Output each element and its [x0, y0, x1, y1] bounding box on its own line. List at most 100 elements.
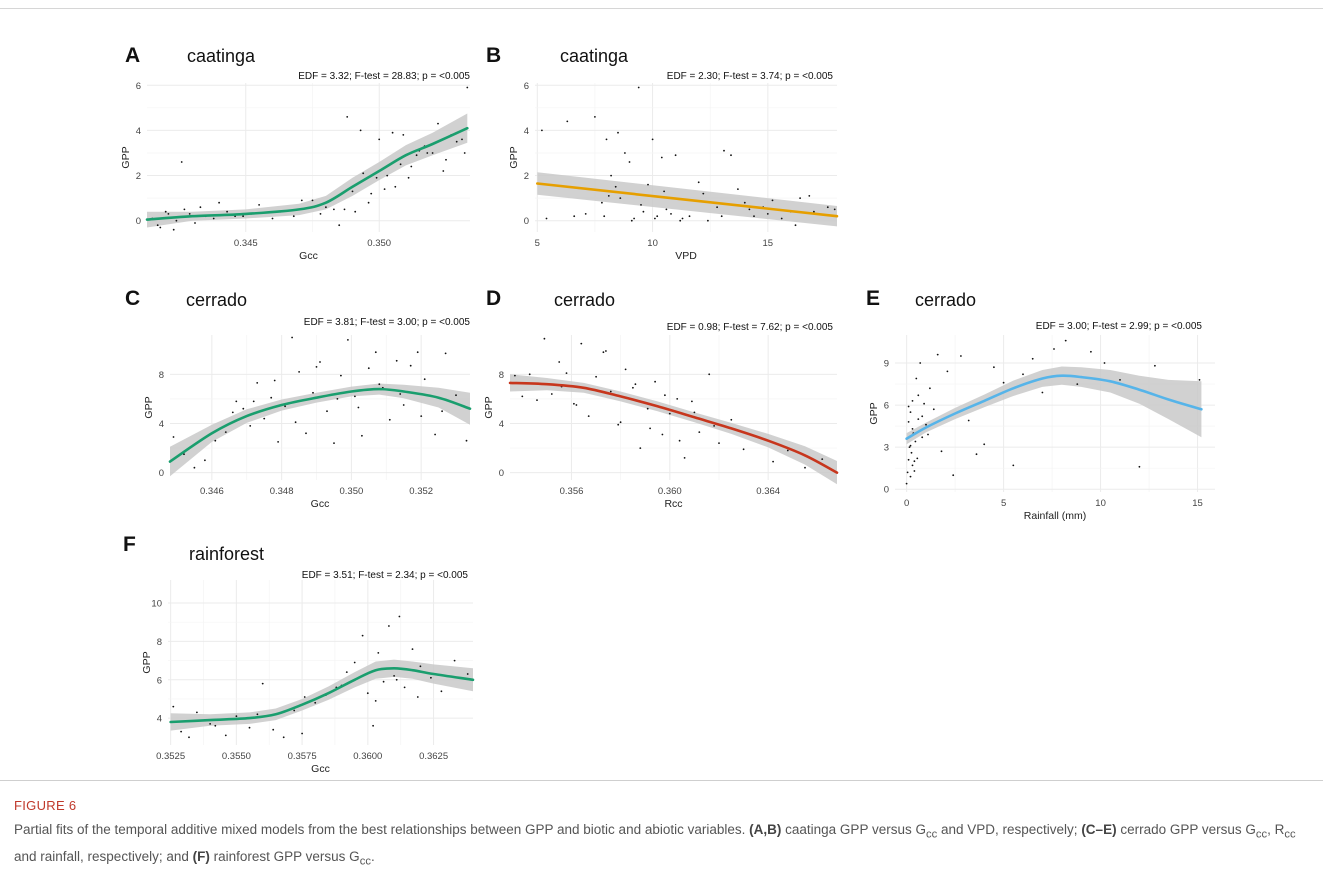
data-point [607, 195, 610, 197]
caption-part: cerrado GPP versus [1116, 822, 1246, 837]
y-tick-label: 6 [524, 81, 529, 92]
y-tick-label: 0 [884, 485, 889, 496]
data-point [326, 410, 328, 413]
data-point [455, 394, 457, 397]
x-tick-label: 0.350 [367, 238, 391, 249]
y-axis-label: GPP [120, 146, 132, 168]
data-point [1090, 350, 1092, 353]
data-point [632, 386, 634, 389]
data-point [426, 152, 429, 154]
site-title: rainforest [189, 544, 264, 564]
data-point [713, 425, 715, 427]
data-point [209, 723, 212, 725]
caption-ref: (A,B) [749, 822, 782, 837]
data-point [630, 219, 633, 222]
data-point [366, 692, 369, 695]
caption-part: and rainfall, respectively; and [14, 848, 193, 864]
data-point [359, 129, 362, 132]
data-point [914, 440, 917, 443]
data-point [660, 156, 663, 159]
data-point [353, 661, 356, 664]
y-tick-label: 6 [136, 81, 141, 92]
fit-line [508, 381, 839, 474]
data-point [654, 217, 656, 220]
x-tick-label: 0.352 [409, 486, 433, 497]
x-axis-label: Rainfall (mm) [1024, 510, 1086, 522]
data-point [1198, 379, 1201, 381]
data-point [633, 217, 635, 220]
x-axis-label: VPD [675, 250, 697, 262]
data-point [159, 226, 162, 229]
data-point [915, 377, 918, 380]
panel-f: 0.3525 0.3550 0.3575 0.3600 0.3625 4 6 8 10 Gcc GP… [123, 533, 475, 775]
data-point [224, 734, 227, 737]
x-tick-label: 0.3525 [156, 751, 185, 762]
data-point [679, 219, 682, 222]
data-point [1154, 364, 1156, 367]
data-point [167, 213, 170, 215]
symbol-rcc: Rcc [1275, 822, 1296, 841]
data-point [649, 427, 651, 430]
data-point [960, 355, 962, 357]
panel-e: 0 5 10 15 0 3 6 9 Rainfall (mm) GPP E cerrado EDF = … [866, 287, 1215, 522]
data-point [908, 446, 911, 448]
data-point [742, 448, 745, 451]
x-tick-label: 0.350 [340, 486, 364, 497]
symbol-gcc: Gcc [915, 822, 937, 841]
model-stat-label: EDF = 0.98; F-test = 7.62; p = <0.005 [667, 322, 834, 333]
x-tick-label: 0.345 [234, 238, 258, 249]
data-point [833, 208, 836, 211]
y-axis-label: GPP [483, 396, 495, 418]
x-tick-label: 0.3575 [288, 751, 317, 762]
data-point [292, 215, 295, 218]
data-point [226, 210, 229, 213]
data-point [1064, 339, 1067, 342]
data-point [248, 726, 251, 729]
x-axis-label: Gcc [299, 250, 318, 262]
data-point [1002, 381, 1005, 384]
data-point [235, 715, 238, 718]
data-point [911, 400, 914, 402]
data-point [909, 411, 912, 413]
data-point [398, 615, 401, 618]
data-point [374, 700, 377, 702]
data-point [338, 224, 341, 227]
y-tick-label: 8 [159, 370, 164, 381]
panel-letter: C [125, 287, 140, 310]
y-tick-label: 0 [499, 468, 504, 479]
data-point [573, 402, 575, 405]
data-point [172, 705, 175, 708]
data-point [409, 364, 412, 367]
data-point [693, 411, 696, 414]
data-point [419, 665, 422, 668]
data-point [730, 418, 733, 421]
data-point [911, 428, 914, 430]
data-point [691, 400, 693, 403]
fit-line [905, 374, 1203, 440]
data-point [386, 174, 389, 177]
data-point [402, 404, 405, 406]
data-point [910, 451, 913, 454]
data-point [1022, 373, 1024, 376]
data-point [661, 433, 664, 436]
data-point [804, 466, 806, 469]
data-point [319, 361, 321, 363]
model-stat-label: EDF = 2.30; F-test = 3.74; p = <0.005 [667, 71, 834, 82]
data-point [921, 415, 924, 418]
y-tick-label: 8 [499, 370, 504, 381]
panel-a: 0.345 0.350 0 2 4 6 Gcc GPP A caatinga EDF = 3.32;… [120, 44, 470, 262]
data-point [370, 192, 373, 195]
y-axis-label: GPP [868, 402, 880, 424]
data-point [193, 466, 196, 469]
x-axis-label: Gcc [311, 498, 330, 510]
data-point [315, 366, 318, 368]
data-point [646, 407, 649, 410]
fit-line [536, 182, 839, 218]
y-tick-label: 2 [524, 171, 529, 182]
x-tick-label: 5 [1001, 498, 1006, 509]
y-tick-label: 2 [136, 171, 141, 182]
data-point [663, 190, 665, 193]
data-point [301, 732, 303, 735]
data-point [466, 673, 469, 675]
data-point [461, 138, 463, 141]
